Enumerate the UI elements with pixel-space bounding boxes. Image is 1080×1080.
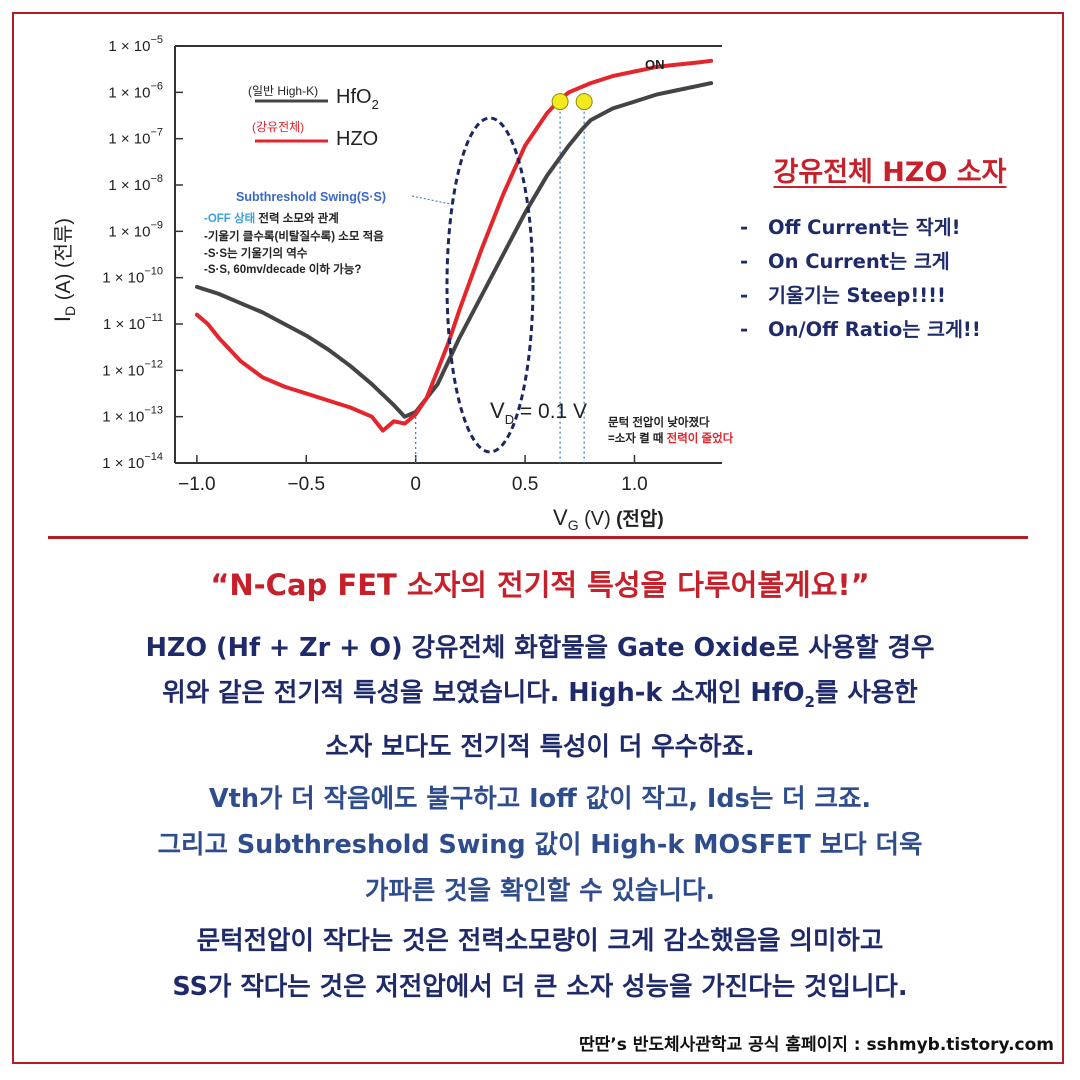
iv-chart: −1.0 −0.5 0 0.5 1.0 1 × 10−5 1 × 10−6 1 × 10−7 1… <box>50 34 734 533</box>
ss-line-2: -기울기 클수록(비탈질수록) 소모 적음 <box>204 229 384 243</box>
side-panel: 강유전체 HZO 소자 - Off Current는 작게! - On Curren… <box>740 150 1060 347</box>
legend-note-hfo2: (일반 High-K) <box>248 84 318 98</box>
paragraph1-line1: HZO (Hf + Zr + O) 강유전체 화합물을 Gate Oxide로 … <box>145 633 935 663</box>
ss-line-4: -S·S, 60mv/decade 이하 가능? <box>204 262 361 276</box>
footer-credit: 딴딴’s 반도체사관학교 공식 홈페이지 : sshmyb.tistory.co… <box>578 1035 1054 1055</box>
y-tick-label: 1 × 10−13 <box>102 405 163 426</box>
y-axis-label: ID (A) (전류) <box>50 218 78 322</box>
y-tick-label: 1 × 10−7 <box>108 127 163 148</box>
paragraph2-line3: 가파른 것을 확인할 수 있습니다. <box>364 876 716 906</box>
threshold-note-1: 문턱 전압이 낮아졌다 <box>608 415 710 429</box>
on-label: ON <box>645 57 665 72</box>
page-frame <box>12 12 1064 1064</box>
y-tick-label: 1 × 10−5 <box>108 34 163 55</box>
subthreshold-ellipse <box>445 116 535 454</box>
side-item-off-current: - Off Current는 작게! <box>740 216 961 239</box>
x-axis-label: VG (V) (전압) <box>553 505 664 533</box>
y-tick-label: 1 × 10−12 <box>102 358 163 379</box>
x-tick-label: 0.5 <box>512 474 538 495</box>
paragraph1-line3: 소자 보다도 전기적 특성이 더 우수하죠. <box>325 732 755 763</box>
paragraph-hzo-intro: HZO (Hf + Zr + O) 강유전체 화합물을 Gate Oxide로 … <box>30 626 1050 770</box>
on-state-marker <box>575 93 593 111</box>
headline: “N-Cap FET 소자의 전기적 특성을 다루어볼게요!” <box>210 568 870 602</box>
x-tick-label: −0.5 <box>288 474 326 495</box>
ss-line-3: -S·S는 기울기의 역수 <box>204 246 308 260</box>
series-line-hfo <box>194 81 714 419</box>
paragraph-vth-ioff: Vth가 더 작음에도 불구하고 Ioff 값이 작고, Ids는 더 크죠. … <box>30 776 1050 914</box>
ss-pointer <box>411 195 456 206</box>
side-item-on-current: - On Current는 크게 <box>740 250 950 273</box>
vd-label: VD = 0.1 V <box>490 398 587 427</box>
paragraph2-line2: 그리고 Subthreshold Swing 값이 High-k MOSFET … <box>157 830 923 860</box>
paragraph3-line1: 문턱전압이 작다는 것은 전력소모량이 크게 감소했음을 의미하고 <box>196 926 884 956</box>
y-tick-label: 1 × 10−8 <box>108 173 163 194</box>
on-state-marker <box>551 93 569 111</box>
y-tick-label: 1 × 10−10 <box>102 266 163 287</box>
side-item-slope: - 기울기는 Steep!!!! <box>740 284 946 307</box>
section-divider <box>48 536 1028 539</box>
x-tick-label: 0 <box>410 474 421 495</box>
side-item-ratio: - On/Off Ratio는 크게!! <box>740 318 981 341</box>
series-line-hzo <box>194 58 714 433</box>
y-tick-label: 1 × 10−9 <box>108 219 163 240</box>
side-panel-title: 강유전체 HZO 소자 <box>773 157 1007 188</box>
paragraph1-line2: 위와 같은 전기적 특성을 보였습니다. High-k 소재인 HfO2를 사용… <box>162 678 918 712</box>
legend-note-hzo: (강유전체) <box>252 120 304 134</box>
x-tick-label: 1.0 <box>621 474 647 495</box>
paragraph2-line1: Vth가 더 작음에도 불구하고 Ioff 값이 작고, Ids는 더 크죠. <box>208 784 872 814</box>
y-axis-label-text: ID (A) (전류) <box>50 218 78 322</box>
ss-title: Subthreshold Swing(S·S) <box>236 190 386 204</box>
threshold-note-2: =소자 켤 때 전력이 줄었다 <box>608 431 734 445</box>
paragraph-threshold-meaning: 문턱전압이 작다는 것은 전력소모량이 크게 감소했음을 의미하고 SS가 작다… <box>30 918 1050 1010</box>
paragraph3-line2: SS가 작다는 것은 저전압에서 더 큰 소자 성능을 가진다는 것입니다. <box>172 972 908 1002</box>
side-panel-list: - Off Current는 작게! - On Current는 크게 - 기울기는 … <box>740 211 1060 347</box>
legend-label-hfo2: HfO2 <box>336 86 379 112</box>
y-tick-label: 1 × 10−11 <box>103 312 163 333</box>
y-tick-label: 1 × 10−6 <box>108 80 163 101</box>
y-tick-label: 1 × 10−14 <box>102 451 163 472</box>
legend-label-hzo: HZO <box>336 128 378 150</box>
ss-line-1: -OFF 상태 전력 소모와 관계 <box>204 211 339 225</box>
x-tick-label: −1.0 <box>178 474 216 495</box>
